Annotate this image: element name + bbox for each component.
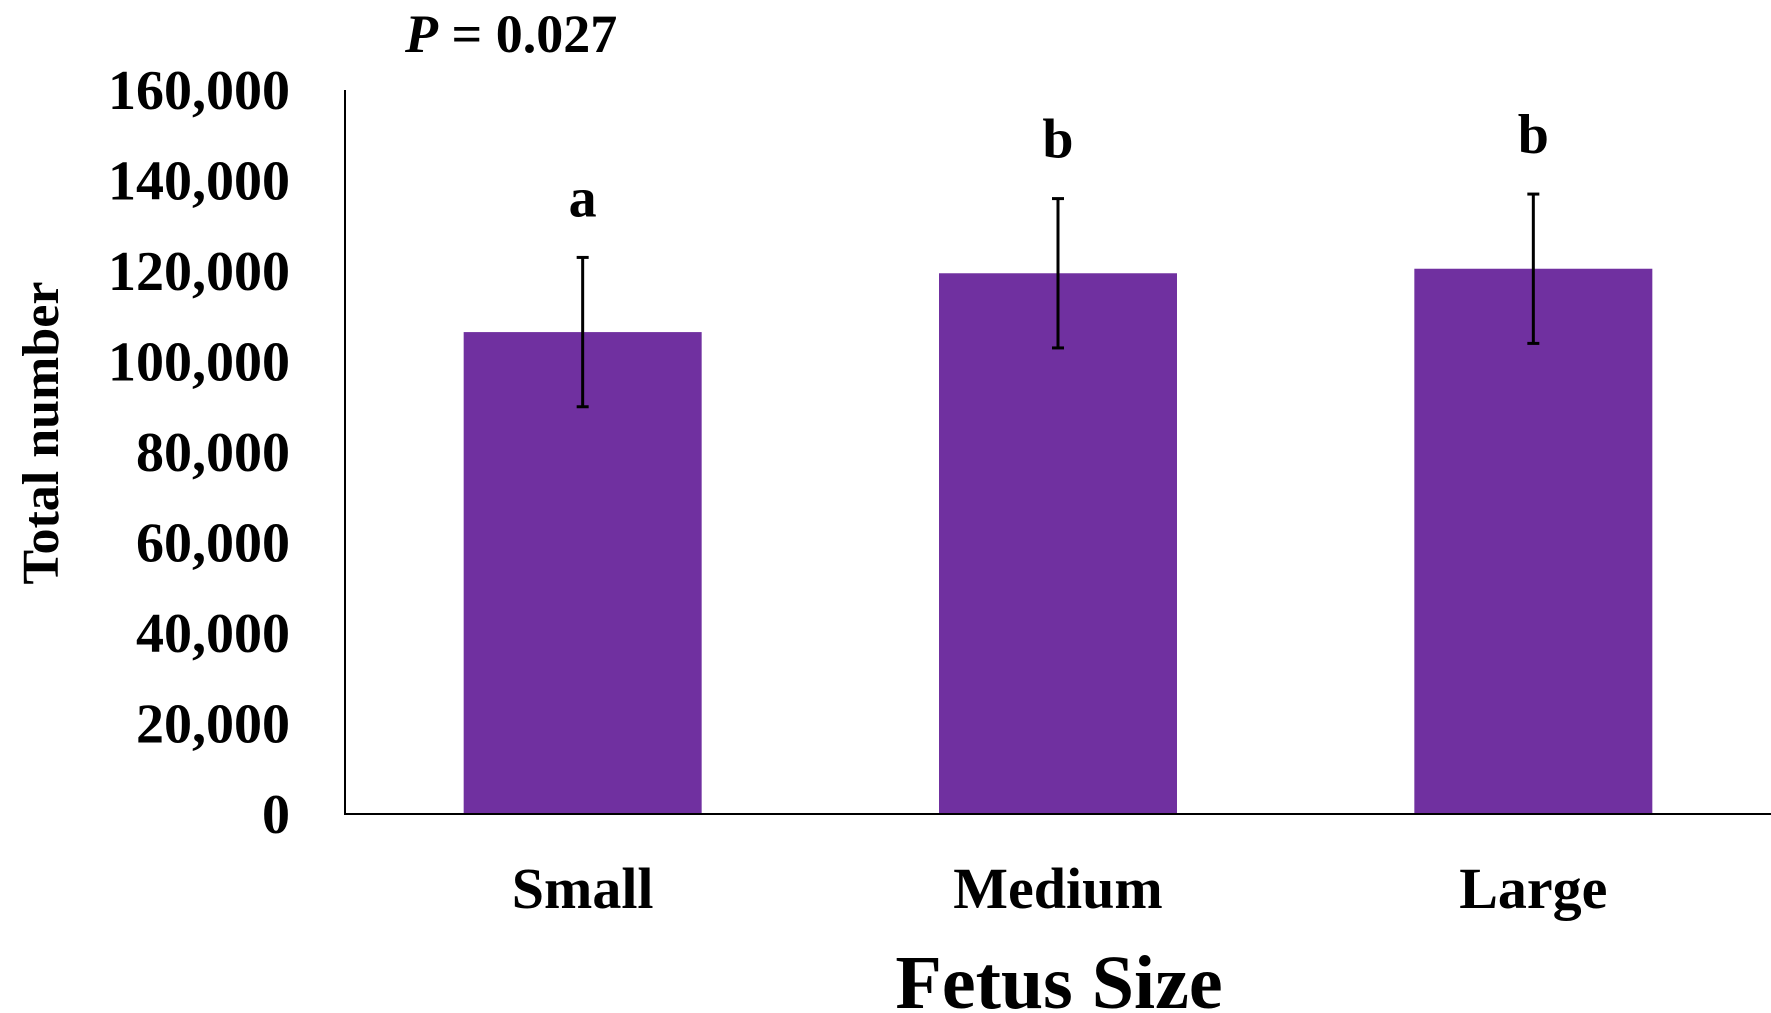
y-tick-label: 80,000 (136, 422, 290, 484)
bar (1414, 268, 1653, 814)
y-tick-labels: 0 20,000 40,000 60,000 80,000 100,000 120,000 1… (108, 60, 290, 846)
p-value-annotation: P = 0.027 (404, 4, 617, 64)
significance-letter: b (1042, 109, 1073, 171)
x-tick-label: Small (512, 856, 654, 921)
error-bars (576, 192, 1540, 409)
x-axis-label: Fetus Size (895, 941, 1222, 1013)
y-axis-label: Total number (13, 282, 70, 585)
x-tick-label: Medium (953, 856, 1162, 921)
p-symbol: P (404, 4, 439, 64)
y-tick-label: 40,000 (136, 603, 290, 665)
significance-letter: b (1518, 104, 1549, 166)
y-tick-label: 120,000 (108, 241, 290, 303)
x-tick-label: Large (1459, 856, 1607, 921)
x-tick-labels: Small Medium Large (512, 856, 1608, 921)
bar (939, 273, 1177, 814)
y-tick-label: 0 (262, 784, 290, 846)
p-value: = 0.027 (438, 4, 617, 64)
bar (463, 332, 702, 814)
significance-letter: a (569, 167, 597, 229)
y-tick-label: 140,000 (108, 151, 290, 213)
y-tick-label: 60,000 (136, 513, 290, 575)
y-tick-label: 20,000 (136, 694, 290, 756)
significance-letters: a b b (569, 104, 1549, 229)
y-tick-label: 100,000 (108, 332, 290, 394)
bars (463, 268, 1653, 814)
y-tick-label: 160,000 (108, 60, 290, 122)
